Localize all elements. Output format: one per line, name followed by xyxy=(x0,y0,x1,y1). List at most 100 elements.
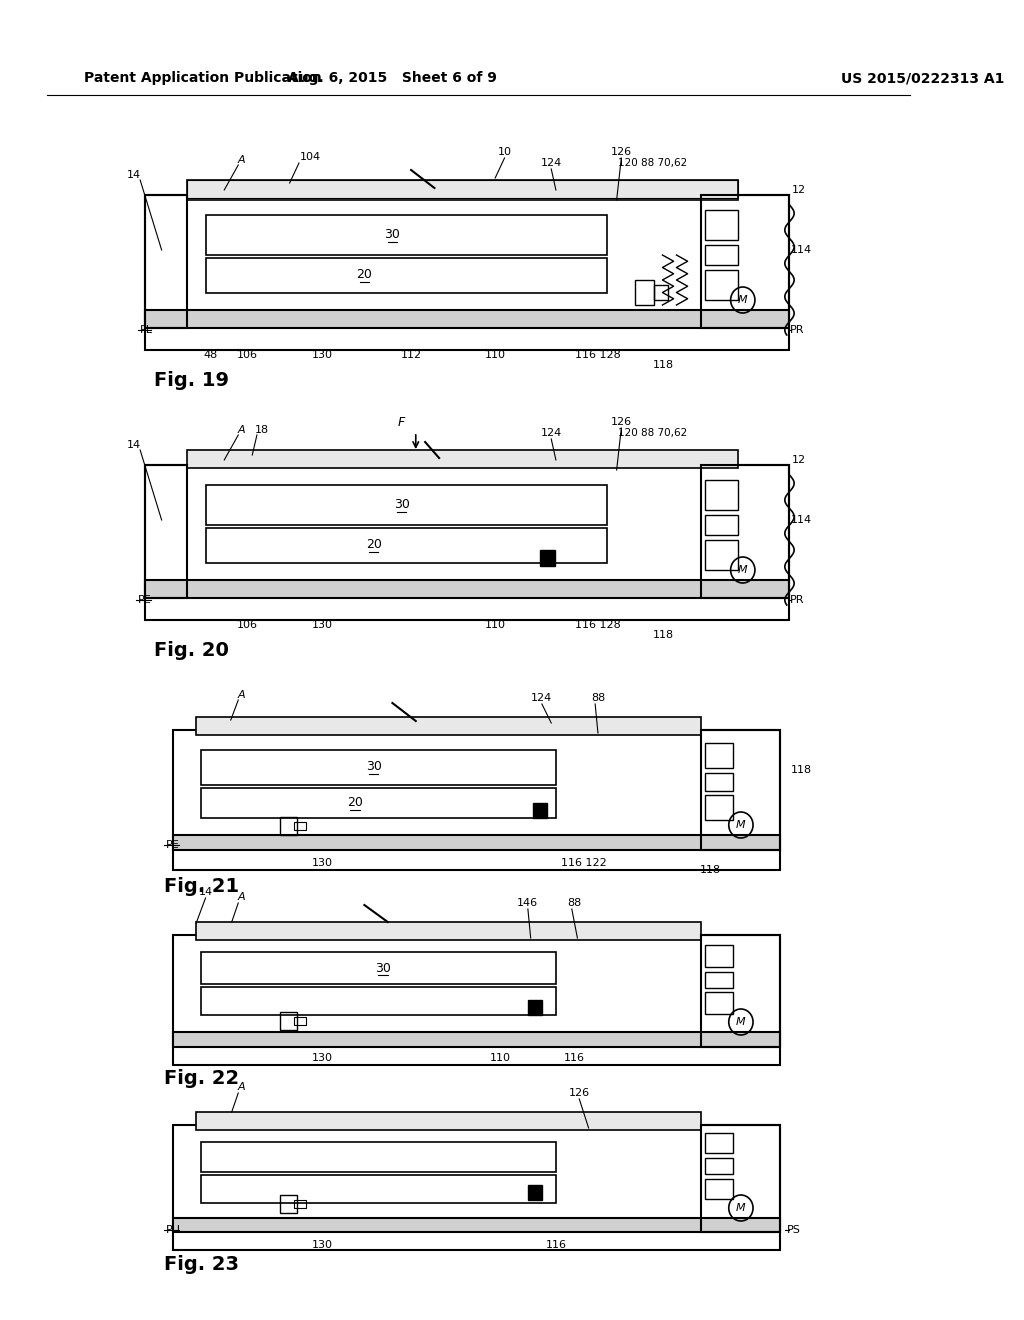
Text: Fig. 23: Fig. 23 xyxy=(164,1255,239,1275)
Bar xyxy=(173,1218,780,1232)
Text: 30: 30 xyxy=(375,961,391,974)
Bar xyxy=(706,972,733,987)
Bar xyxy=(281,817,297,836)
Bar xyxy=(206,215,607,255)
Bar xyxy=(201,788,556,818)
Text: Aug. 6, 2015   Sheet 6 of 9: Aug. 6, 2015 Sheet 6 of 9 xyxy=(288,71,497,84)
Text: Fig. 22: Fig. 22 xyxy=(164,1068,239,1088)
Bar xyxy=(706,795,733,820)
Text: 30: 30 xyxy=(366,760,382,774)
Bar xyxy=(706,743,733,768)
Bar xyxy=(706,1158,733,1173)
Text: 20: 20 xyxy=(347,796,362,809)
Bar xyxy=(144,195,790,350)
Bar xyxy=(201,987,556,1015)
Text: PR: PR xyxy=(790,325,804,335)
Text: 106: 106 xyxy=(238,620,258,630)
Bar xyxy=(173,935,780,1065)
Text: 118: 118 xyxy=(652,360,674,370)
Bar xyxy=(144,195,186,327)
Bar xyxy=(144,579,790,598)
Text: 20: 20 xyxy=(356,268,373,281)
Text: 126: 126 xyxy=(610,417,632,426)
Bar xyxy=(700,1125,780,1232)
Bar xyxy=(197,1111,700,1130)
Bar xyxy=(706,480,738,510)
Bar xyxy=(700,935,780,1047)
Text: 106: 106 xyxy=(238,350,258,360)
Text: 116: 116 xyxy=(564,1053,585,1063)
Bar xyxy=(144,465,186,598)
Text: M: M xyxy=(738,565,748,576)
Bar xyxy=(706,993,733,1014)
Bar xyxy=(540,550,555,566)
Text: 116 122: 116 122 xyxy=(561,858,607,869)
Bar xyxy=(201,750,556,785)
Text: M: M xyxy=(738,294,748,305)
Text: M: M xyxy=(736,1203,745,1213)
Bar xyxy=(700,465,790,598)
Text: 146: 146 xyxy=(517,898,539,908)
Text: 130: 130 xyxy=(312,1053,333,1063)
Text: 30: 30 xyxy=(394,499,410,511)
Text: 120 88 70,62: 120 88 70,62 xyxy=(617,158,687,168)
Text: 30: 30 xyxy=(384,228,400,242)
Text: A: A xyxy=(238,690,245,700)
Bar xyxy=(186,180,738,201)
Text: 14: 14 xyxy=(127,170,140,180)
Text: 130: 130 xyxy=(312,1239,333,1250)
Text: 114: 114 xyxy=(792,515,812,525)
Text: 116: 116 xyxy=(546,1239,566,1250)
Bar xyxy=(706,210,738,240)
Text: 20: 20 xyxy=(366,539,382,552)
Bar xyxy=(706,540,738,570)
Text: PR: PR xyxy=(790,595,804,605)
Bar xyxy=(197,717,700,735)
Bar xyxy=(144,465,790,620)
Bar xyxy=(206,484,607,525)
Bar xyxy=(532,803,547,818)
Bar xyxy=(706,774,733,791)
Text: 124: 124 xyxy=(531,693,553,704)
Text: Fig. 20: Fig. 20 xyxy=(155,640,229,660)
Text: 12: 12 xyxy=(792,185,806,195)
Bar xyxy=(706,945,733,968)
Text: PE: PE xyxy=(138,595,152,605)
Bar xyxy=(201,1142,556,1172)
Text: 88: 88 xyxy=(567,898,582,908)
Bar xyxy=(173,1125,780,1250)
Text: 118: 118 xyxy=(652,630,674,640)
Text: 116 128: 116 128 xyxy=(575,350,621,360)
Bar xyxy=(186,180,738,198)
Bar xyxy=(528,1185,542,1200)
Text: 10: 10 xyxy=(498,147,512,157)
Text: Fig. 21: Fig. 21 xyxy=(164,878,239,896)
Text: 118: 118 xyxy=(699,865,721,875)
Bar xyxy=(706,1133,733,1152)
Bar xyxy=(144,310,790,327)
Text: 126: 126 xyxy=(568,1088,590,1098)
Text: 126: 126 xyxy=(610,147,632,157)
Text: 48: 48 xyxy=(203,350,217,360)
Text: 110: 110 xyxy=(489,1053,510,1063)
Bar xyxy=(706,246,738,265)
Text: 88: 88 xyxy=(591,693,605,704)
Bar xyxy=(294,1200,305,1208)
Bar xyxy=(528,1001,542,1015)
Text: PE: PE xyxy=(166,840,180,850)
Bar xyxy=(201,952,556,983)
Text: F: F xyxy=(398,416,406,429)
Bar xyxy=(294,1016,305,1026)
Text: 130: 130 xyxy=(312,350,333,360)
Text: 14: 14 xyxy=(199,887,213,898)
Bar xyxy=(654,285,668,300)
Bar xyxy=(294,822,305,830)
Bar xyxy=(201,1175,556,1203)
Text: 124: 124 xyxy=(541,428,562,438)
Bar xyxy=(706,1179,733,1199)
Bar xyxy=(197,921,700,940)
Bar xyxy=(173,730,780,870)
Bar xyxy=(706,271,738,300)
Text: M: M xyxy=(736,1016,745,1027)
Text: Fig. 19: Fig. 19 xyxy=(155,371,229,389)
